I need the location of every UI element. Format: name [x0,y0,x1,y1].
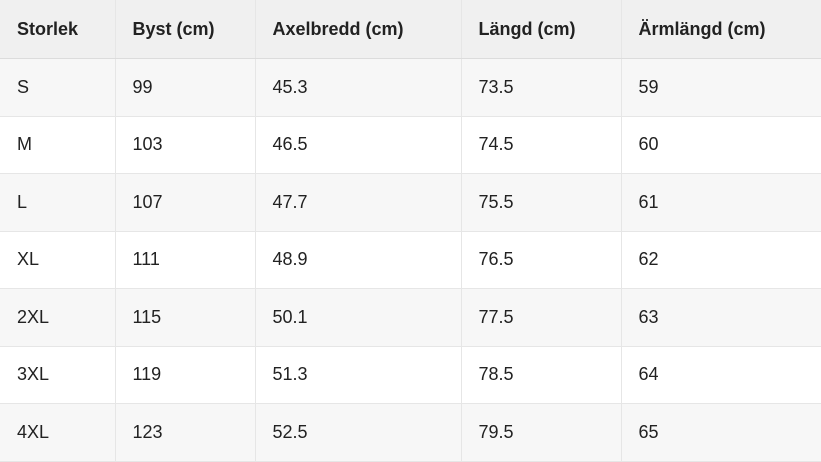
header-cell: Axelbredd (cm) [255,0,462,59]
table-cell: 75.5 [461,173,622,232]
table-cell: 50.1 [255,288,462,347]
table-cell: 63 [621,288,821,347]
table-row: 3XL 119 51.3 78.5 64 [0,346,821,404]
table-cell: 107 [115,173,256,232]
table-cell: 46.5 [255,116,462,174]
table-row: XL 111 48.9 76.5 62 [0,231,821,289]
header-cell: Byst (cm) [115,0,256,59]
table-cell: 45.3 [255,58,462,117]
header-cell: Ärmlängd (cm) [621,0,821,59]
table-cell: 103 [115,116,256,174]
table-cell: 59 [621,58,821,117]
table-cell: 47.7 [255,173,462,232]
table-cell: 79.5 [461,403,622,462]
table-cell: 111 [115,231,256,289]
table-cell: 73.5 [461,58,622,117]
table-cell: 119 [115,346,256,404]
table-cell: 3XL [0,346,116,404]
table-cell: 51.3 [255,346,462,404]
table-row: S 99 45.3 73.5 59 [0,58,821,117]
table-cell: L [0,173,116,232]
table-row: 2XL 115 50.1 77.5 63 [0,288,821,347]
table-cell: 123 [115,403,256,462]
table-row: M 103 46.5 74.5 60 [0,116,821,174]
table-header: Storlek Byst (cm) Axelbredd (cm) Längd (cm)… [0,0,821,59]
table-cell: 2XL [0,288,116,347]
table-cell: 77.5 [461,288,622,347]
table-cell: 78.5 [461,346,622,404]
table-cell: 65 [621,403,821,462]
table-cell: 48.9 [255,231,462,289]
table-cell: 76.5 [461,231,622,289]
table-cell: 61 [621,173,821,232]
table-cell: 64 [621,346,821,404]
table-cell: 115 [115,288,256,347]
header-row: Storlek Byst (cm) Axelbredd (cm) Längd (cm)… [0,0,821,59]
table-row: 4XL 123 52.5 79.5 65 [0,403,821,462]
table-cell: M [0,116,116,174]
table-cell: S [0,58,116,117]
table-cell: XL [0,231,116,289]
table-cell: 60 [621,116,821,174]
table-cell: 52.5 [255,403,462,462]
table-cell: 74.5 [461,116,622,174]
table-row: L 107 47.7 75.5 61 [0,173,821,232]
table-cell: 62 [621,231,821,289]
table-body: S 99 45.3 73.5 59 M 103 46.5 74.5 60 L 107 47.7 75.5 6… [0,58,821,462]
table-cell: 99 [115,58,256,117]
table-cell: 4XL [0,403,116,462]
header-cell: Storlek [0,0,116,59]
header-cell: Längd (cm) [461,0,622,59]
